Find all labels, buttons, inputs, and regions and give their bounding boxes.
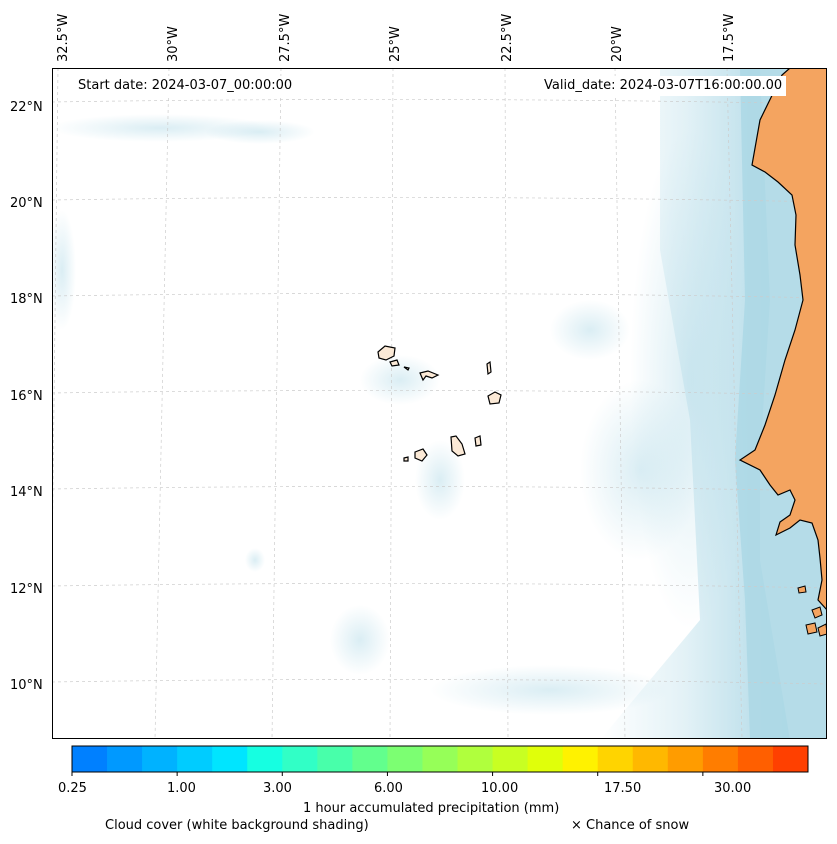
cloud-patch: [360, 355, 440, 405]
map-frame: [52, 68, 827, 739]
valid-date-label: Valid_date: 2024-03-07T16:00:00.00: [540, 76, 787, 96]
cloud-patch: [205, 120, 315, 144]
lon-label-20w: 20°W: [610, 26, 625, 62]
colorbar-tick-label: 1.00: [167, 781, 196, 796]
island-boa-vista: [487, 391, 502, 405]
gridline-30w: [154, 68, 170, 739]
colorbar-segment: [107, 746, 143, 772]
gridline-17-5w: [726, 68, 743, 739]
gridline-25w: [389, 68, 394, 739]
colorbar-segment: [212, 746, 248, 772]
colorbar-tick-label: 6.00: [374, 781, 403, 796]
colorbar-segment: [457, 746, 494, 772]
coastal-cloud-band: [600, 68, 790, 739]
map-area: [52, 68, 827, 739]
gridline-22-5w: [504, 68, 509, 739]
island-santiago: [450, 435, 466, 457]
island-bijagos: [811, 606, 823, 619]
island-sao-nicolau: [419, 370, 440, 382]
colorbar-tick-label: 17.50: [604, 781, 642, 796]
colorbar-segment: [632, 746, 669, 772]
lon-label-25w: 25°W: [388, 26, 403, 62]
cloud-patch: [430, 665, 670, 715]
cloud-patch: [550, 300, 630, 360]
cape-verde-islands: [377, 345, 502, 462]
colorbar-segment: [562, 746, 599, 772]
africa-landmass: [738, 68, 827, 611]
island-bijagos: [805, 622, 818, 635]
colorbar-frame: [71, 745, 809, 773]
lon-label-32-5w: 32.5°W: [56, 14, 71, 62]
gridline-22n: [52, 99, 827, 105]
island-maio: [474, 435, 482, 447]
colorbar-tick-label: 3.00: [263, 781, 292, 796]
cloud-patch: [245, 548, 265, 572]
longitude-labels: 32.5°W 30°W 27.5°W 25°W 22.5°W 20°W 17.5…: [56, 14, 737, 62]
island-sao-vicente: [389, 359, 400, 367]
colorbar-segment: [352, 746, 388, 772]
lon-label-22-5w: 22.5°W: [500, 14, 515, 62]
cloud-cover-note: Cloud cover (white background shading): [105, 818, 369, 833]
gridline-20w: [614, 68, 626, 739]
colorbar-segment: [597, 746, 634, 772]
colorbar-segment: [387, 746, 423, 772]
lon-label-30w: 30°W: [166, 26, 181, 62]
lat-label-16n: 16°N: [10, 389, 43, 404]
lon-label-17-5w: 17.5°W: [722, 14, 737, 62]
cloud-patch: [415, 440, 465, 520]
island-bijagos: [797, 585, 807, 594]
lon-label-27-5w: 27.5°W: [278, 14, 293, 62]
colorbar-segment: [317, 746, 353, 772]
island-santo-antao: [377, 345, 396, 361]
colorbar-segment: [737, 746, 774, 772]
snow-legend-note: × Chance of snow: [571, 818, 690, 833]
lat-label-14n: 14°N: [10, 485, 43, 500]
colorbar-segment: [247, 746, 283, 772]
lat-label-12n: 12°N: [10, 582, 43, 597]
colorbar-segment: [702, 746, 739, 772]
colorbar-segment: [142, 746, 178, 772]
colorbar-tick-label: 0.25: [58, 781, 87, 796]
gridline-18n: [52, 293, 827, 299]
gridline-20n: [52, 197, 827, 203]
colorbar-segment: [177, 746, 213, 772]
colorbar-segment: [527, 746, 564, 772]
lat-label-10n: 10°N: [10, 678, 43, 693]
lat-label-18n: 18°N: [10, 292, 43, 307]
island-fogo: [414, 448, 428, 462]
colorbar: [71, 745, 809, 776]
cloud-patch: [330, 605, 390, 675]
graticule: [52, 68, 827, 739]
colorbar-segment: [422, 746, 459, 772]
gridline-12n: [52, 583, 827, 589]
latitude-labels: 22°N 20°N 18°N 16°N 14°N 12°N 10°N: [10, 100, 43, 693]
colorbar-segment: [667, 746, 704, 772]
island-brava: [403, 456, 409, 462]
gridline-27-5w: [271, 68, 282, 739]
island-santa-luzia: [403, 366, 410, 371]
colorbar-tick-label: 30.00: [714, 781, 752, 796]
colorbar-segment: [72, 746, 108, 772]
colorbar-title: 1 hour accumulated precipitation (mm): [303, 801, 560, 816]
cloud-patch: [52, 210, 76, 330]
island-sal: [486, 360, 492, 376]
gridline-16n: [52, 390, 827, 396]
colorbar-segment: [772, 746, 809, 772]
start-date-label: Start date: 2024-03-07_00:00:00: [74, 76, 297, 96]
gridline-10n: [52, 679, 827, 685]
island-bijagos: [817, 623, 827, 637]
colorbar-segment: [492, 746, 529, 772]
lat-label-20n: 20°N: [10, 196, 43, 211]
gridline-14n: [52, 486, 827, 492]
lat-label-22n: 22°N: [10, 100, 43, 115]
colorbar-segment: [282, 746, 318, 772]
colorbar-tick-label: 10.00: [481, 781, 519, 796]
